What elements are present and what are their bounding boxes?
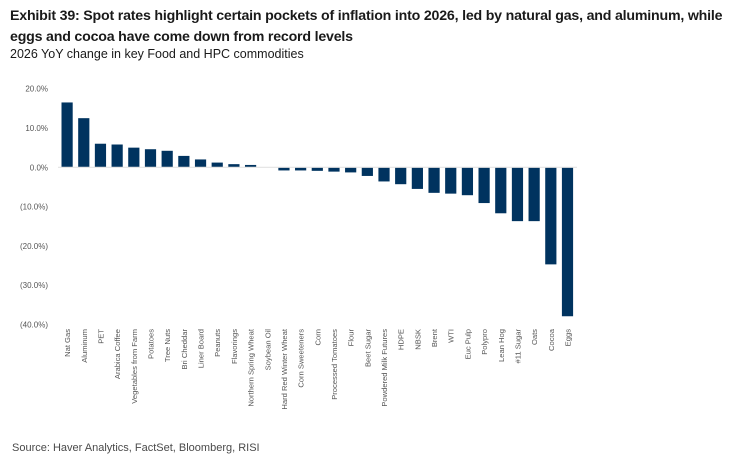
y-tick-label: 10.0% (25, 124, 48, 133)
bar (528, 167, 540, 222)
bar (78, 118, 90, 168)
bar (511, 167, 524, 222)
y-tick-label: (30.0%) (20, 281, 48, 290)
bar (244, 164, 257, 168)
bars (61, 102, 574, 317)
bar-chart: 20.0% 10.0% 0.0% (10.0%) (20.0%) (30.0%) (40.0… (20, 85, 577, 410)
y-tick-label: (20.0%) (20, 242, 48, 251)
y-axis: 20.0% 10.0% 0.0% (10.0%) (20.0%) (30.0%) (40.0… (20, 85, 48, 330)
x-tick-label: Eggs (564, 329, 573, 347)
x-tick-label: Flour (347, 329, 356, 347)
x-tick-label: Tree Nuts (163, 329, 172, 362)
x-tick-label: Peanuts (213, 329, 222, 357)
chart-subtitle: 2026 YoY change in key Food and HPC comm… (10, 47, 304, 61)
bar (295, 167, 307, 171)
bar (395, 167, 407, 185)
x-tick-label: Lean Hog (497, 329, 506, 362)
x-tick-label: Oats (530, 329, 539, 345)
chart-title: Exhibit 39: Spot rates highlight certain… (10, 8, 723, 45)
x-tick-label: Potatoes (147, 329, 156, 359)
x-tick-label: Corn Sweeteners (297, 329, 306, 388)
x-tick-label: #11 Sugar (513, 329, 522, 364)
y-tick-label: (40.0%) (20, 321, 48, 330)
bar (144, 149, 157, 168)
x-tick-label: PET (96, 329, 105, 344)
bar (495, 167, 507, 214)
bar (211, 162, 223, 168)
bar (361, 167, 373, 176)
bar (428, 167, 440, 193)
bar (478, 167, 490, 204)
bar (561, 167, 574, 317)
bar (161, 150, 173, 168)
x-tick-label: Soybean Oil (263, 329, 272, 371)
x-tick-label: Corn (313, 329, 322, 345)
x-tick-label: Northern Spring Wheat (247, 328, 256, 407)
x-tick-label: Powdered Milk Futures (380, 329, 389, 407)
x-tick-label: WTI (447, 329, 456, 343)
bar (94, 143, 107, 168)
bar (345, 167, 357, 173)
x-tick-label: Aluminum (80, 329, 89, 363)
x-tick-label: Vegetables from Farm (130, 329, 139, 404)
x-tick-label: Euc Pulp (463, 329, 472, 359)
bar (411, 167, 423, 189)
x-tick-label: HDPE (397, 329, 406, 350)
x-tick-label: Nat Gas (63, 329, 72, 357)
bar (311, 167, 323, 171)
x-tick-label: Arabica Coffee (113, 329, 122, 379)
bar (61, 102, 73, 168)
bar (228, 164, 240, 168)
x-tick-label: Polypro (480, 329, 489, 355)
bar (278, 167, 290, 171)
bar (545, 167, 557, 265)
x-tick-label: Bri Cheddar (180, 329, 189, 370)
x-axis: Nat Gas Aluminum PET Arabica Coffee Vegetabl… (63, 328, 572, 409)
x-tick-label: NBSK (413, 329, 422, 350)
bar (128, 147, 140, 168)
source-note: Source: Haver Analytics, FactSet, Bloomb… (12, 442, 260, 454)
bar (461, 167, 474, 196)
bar (111, 144, 123, 168)
x-tick-label: Hard Red Winter Wheat (280, 328, 289, 409)
bar (445, 167, 457, 194)
x-tick-label: Beet Sugar (363, 329, 372, 367)
x-tick-label: Processed Tomatoes (330, 329, 339, 400)
x-tick-label: Liner Board (197, 329, 206, 368)
y-tick-label: 20.0% (25, 85, 48, 94)
x-tick-label: Flavorings (230, 329, 239, 364)
x-tick-label: Cocoa (547, 328, 556, 351)
y-tick-label: 0.0% (30, 163, 48, 172)
x-tick-label: Brent (430, 328, 439, 347)
bar (194, 159, 207, 168)
y-tick-label: (10.0%) (20, 203, 48, 212)
bar (178, 155, 190, 168)
bar (378, 167, 390, 182)
bar (328, 167, 340, 172)
